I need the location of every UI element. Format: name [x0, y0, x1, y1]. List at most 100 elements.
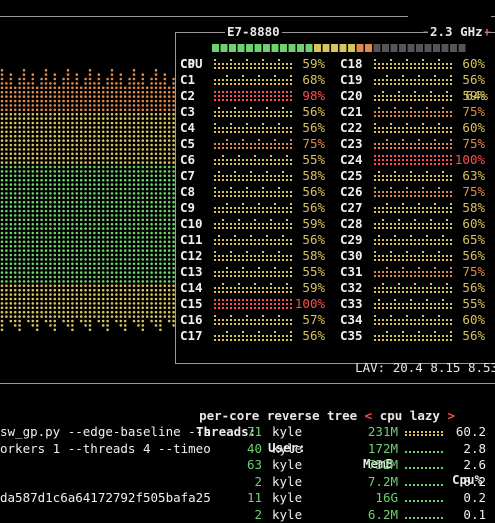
core-name: C31: [340, 264, 363, 279]
core-row: C13 55%: [180, 264, 340, 280]
load-average: LAV: 20.4 8.15 8.53: [340, 344, 495, 376]
core-name: C13: [180, 264, 203, 279]
core-row: C2 98%: [180, 88, 340, 104]
core-row: C23 75%: [340, 136, 495, 152]
proc-cpu-sparkline: [405, 500, 443, 502]
core-usage-sparkline: [214, 219, 292, 229]
core-pct: 75%: [462, 136, 485, 151]
proc-threads: 11: [246, 490, 262, 505]
core-name: C23: [340, 136, 363, 151]
proc-mem: 7.2M: [367, 473, 398, 489]
core-pct: 100%: [454, 152, 485, 167]
core-name: C10: [180, 216, 203, 231]
core-row: C1 68%: [180, 72, 340, 88]
core-pct: 56%: [302, 232, 325, 247]
proc-mem: 16G: [375, 490, 398, 505]
core-row: C21 75%: [340, 104, 495, 120]
core-pct: 75%: [462, 264, 485, 279]
core-name: C0: [180, 56, 196, 71]
interval-decrease-icon[interactable]: −: [423, 24, 431, 39]
core-usage-sparkline: [374, 283, 452, 293]
proc-row[interactable]: orkers 1 --threads 4 --timeo 40 kyle 172M 2.…: [0, 441, 495, 457]
core-usage-sparkline: [214, 123, 292, 133]
core-pct: 59%: [302, 280, 325, 295]
cpu-total-label: CPU: [180, 56, 203, 71]
core-name: C17: [180, 328, 203, 343]
core-pct: 75%: [462, 104, 485, 119]
core-row: C16 57%: [180, 312, 340, 328]
core-pct: 60%: [462, 216, 485, 231]
core-pct: 56%: [462, 248, 485, 263]
core-row: C31 75%: [340, 264, 495, 280]
proc-user: kyle: [272, 473, 303, 489]
core-name: C19: [340, 72, 363, 87]
user-column-header[interactable]: User:: [268, 440, 306, 455]
core-name: C20: [340, 88, 363, 103]
core-usage-sparkline: [374, 107, 452, 117]
core-pct: 63%: [462, 168, 485, 183]
sort-field[interactable]: cpu lazy: [379, 408, 440, 423]
core-row: C20 59%: [340, 88, 495, 104]
core-name: C12: [180, 248, 203, 263]
proc-mem: 752M: [367, 457, 398, 472]
load-avg-5: 8.15: [430, 360, 461, 375]
core-pct: 100%: [294, 296, 325, 311]
core-row: C3 56%: [180, 104, 340, 120]
proc-mem: 172M: [367, 440, 398, 456]
core-pct: 98%: [302, 88, 325, 103]
core-pct: 55%: [462, 296, 485, 311]
proc-row[interactable]: sw_gp.py --edge-baseline --s 71 kyle 231M 60…: [0, 424, 495, 440]
core-name: C2: [180, 88, 196, 103]
core-name: C24: [340, 152, 363, 167]
per-core-toggle[interactable]: per-core: [199, 408, 260, 423]
core-usage-sparkline: [374, 203, 452, 213]
core-usage-sparkline: [214, 107, 292, 117]
core-name: C27: [340, 200, 363, 215]
tree-toggle[interactable]: tree: [327, 408, 358, 423]
cpu-column-header[interactable]: Cpu%: [452, 472, 483, 487]
core-row: C27 58%: [340, 200, 495, 216]
core-usage-sparkline: [214, 91, 292, 101]
proc-row[interactable]: 63 kyle 752M 2.6: [0, 457, 495, 473]
sort-prev-button[interactable]: <: [364, 408, 373, 423]
core-name: C32: [340, 280, 363, 295]
core-row: C12 58%: [180, 248, 340, 264]
core-row: C25 63%: [340, 168, 495, 184]
core-name: C14: [180, 280, 203, 295]
core-usage-sparkline: [214, 235, 292, 245]
core-name: C11: [180, 232, 203, 247]
proc-row[interactable]: da587d1c6a64172792f505bafa25 11 kyle 16G 0.2: [0, 490, 495, 506]
core-row: C0 59%: [180, 56, 340, 72]
proc-threads: 63: [246, 457, 262, 472]
proc-threads: 40: [246, 440, 262, 456]
proc-cpu: 2.6: [463, 457, 486, 472]
cpu-box-top-border: [0, 16, 495, 17]
core-usage-sparkline: [374, 267, 452, 277]
core-name: C16: [180, 312, 203, 327]
core-pct: 56%: [302, 184, 325, 199]
core-usage-sparkline: [374, 299, 452, 309]
core-name: C4: [180, 120, 196, 135]
core-name: C26: [340, 184, 363, 199]
core-usage-sparkline: [214, 75, 292, 85]
core-name: C9: [180, 200, 196, 215]
cpu-core-box: [175, 32, 495, 364]
proc-box-top-border: [0, 383, 495, 384]
proc-threads: 71: [246, 424, 262, 439]
proc-row[interactable]: 2 kyle 7.2M 0.2: [0, 474, 495, 490]
core-pct: 58%: [302, 248, 325, 263]
reverse-toggle[interactable]: reverse: [266, 408, 320, 423]
core-row: C14 59%: [180, 280, 340, 296]
interval-increase-icon[interactable]: +: [483, 24, 491, 39]
core-row: C26 75%: [340, 184, 495, 200]
mem-column-header[interactable]: MemB: [363, 456, 394, 471]
threads-column-header[interactable]: Threads:: [196, 424, 257, 439]
proc-cpu-sparkline: [405, 450, 443, 453]
core-name: C25: [340, 168, 363, 183]
sort-next-button[interactable]: >: [447, 408, 456, 423]
proc-user: kyle: [272, 440, 303, 456]
cpu-total-meter: [212, 44, 466, 52]
core-pct: 60%: [462, 56, 485, 71]
core-usage-sparkline: [214, 139, 292, 149]
proc-threads: 2: [254, 473, 262, 489]
